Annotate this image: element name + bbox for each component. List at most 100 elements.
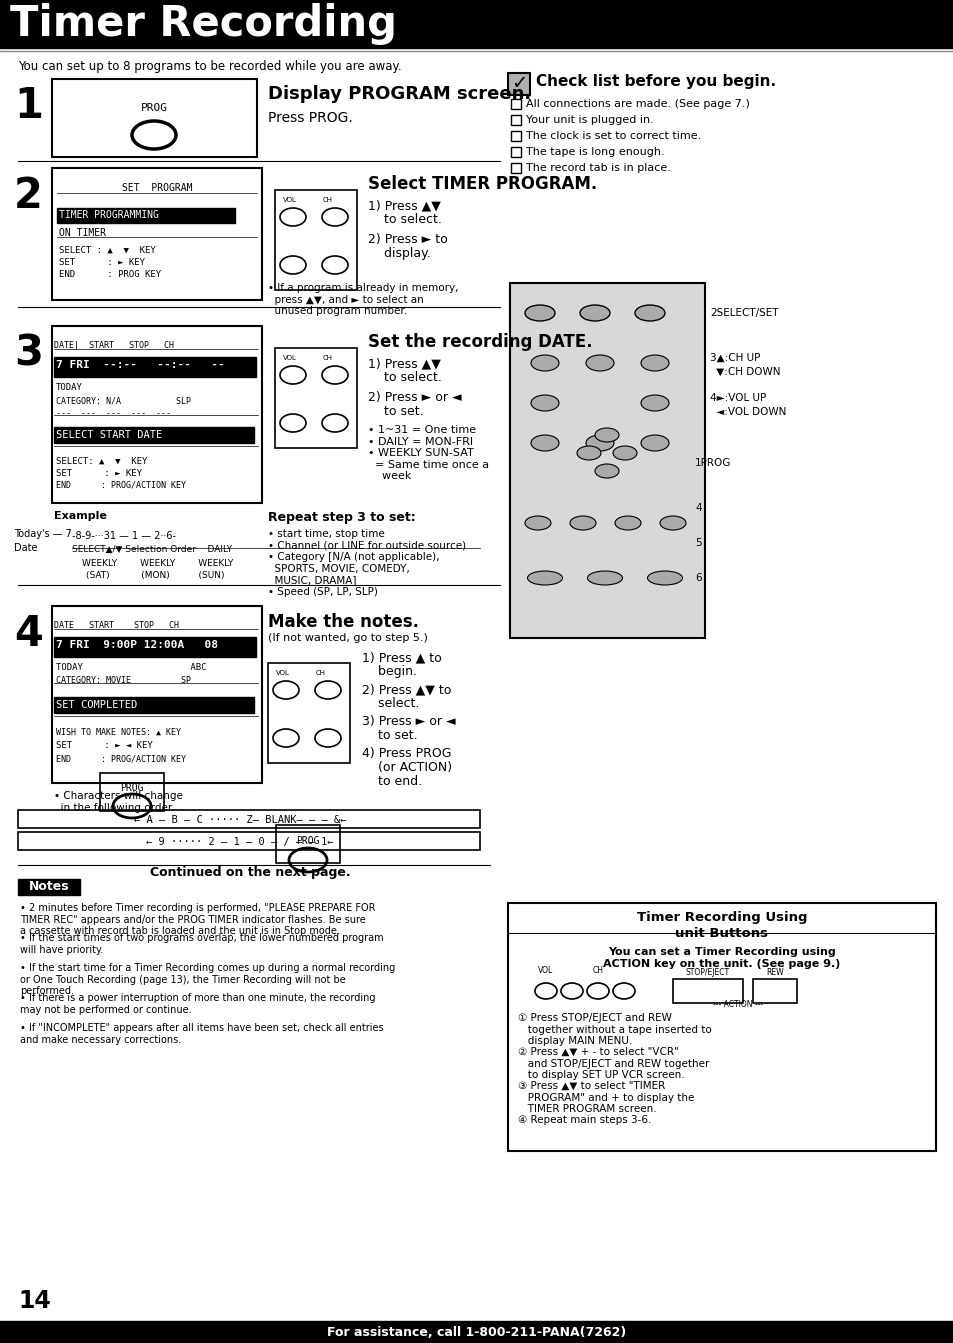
Ellipse shape [615,516,640,530]
Text: • If there is a power interruption of more than one minute, the recording
may no: • If there is a power interruption of mo… [20,992,375,1014]
Text: VOL: VOL [537,966,553,975]
Text: 2) Press ► or ◄: 2) Press ► or ◄ [368,391,461,404]
FancyBboxPatch shape [18,880,80,894]
Text: 4) Press PROG: 4) Press PROG [361,747,451,760]
Text: Press PROG.: Press PROG. [268,111,353,125]
Text: PROG: PROG [140,103,168,113]
Text: ---  ---  ---  ---  ---: --- --- --- --- --- [56,410,171,418]
Text: For assistance, call 1-800-211-PANA(7262): For assistance, call 1-800-211-PANA(7262… [327,1326,626,1339]
Text: • Characters will change
  in the following order.: • Characters will change in the followin… [54,791,183,813]
Text: The record tab is in place.: The record tab is in place. [525,163,670,173]
Text: DATE|  START   STOP   CH: DATE| START STOP CH [54,341,173,351]
Text: • If the start time for a Timer Recording comes up during a normal recording
or : • If the start time for a Timer Recordin… [20,963,395,997]
Text: SELECT▲/▼ Selection Order    DAILY: SELECT▲/▼ Selection Order DAILY [71,545,232,555]
Text: REW: REW [765,968,783,976]
Text: 3: 3 [14,333,43,375]
Text: CH: CH [592,966,603,975]
Ellipse shape [579,305,609,321]
Text: CATEGORY: N/A           SLP: CATEGORY: N/A SLP [56,396,191,406]
FancyBboxPatch shape [54,357,255,377]
Text: Continued on the next page.: Continued on the next page. [150,866,350,880]
FancyBboxPatch shape [54,427,253,443]
Text: ← 9 ····· 2 – 1 – 0 – / – – 1←: ← 9 ····· 2 – 1 – 0 – / – – 1← [146,837,334,847]
Text: VOL: VOL [275,670,290,676]
Text: • If a program is already in memory,
  press ▲▼, and ► to select an
  unused pro: • If a program is already in memory, pre… [268,283,458,316]
Text: 2SELECT/SET: 2SELECT/SET [709,308,778,318]
Ellipse shape [524,516,551,530]
Ellipse shape [635,305,664,321]
Ellipse shape [577,446,600,461]
Text: 2) Press ▲▼ to: 2) Press ▲▼ to [361,684,451,696]
Ellipse shape [640,395,668,411]
Text: You can set up to 8 programs to be recorded while you are away.: You can set up to 8 programs to be recor… [18,60,401,73]
Text: END      : PROG/ACTION KEY: END : PROG/ACTION KEY [56,753,186,763]
Text: END      : PROG/ACTION KEY: END : PROG/ACTION KEY [56,481,186,490]
Ellipse shape [569,516,596,530]
Text: SELECT: ▲  ▼  KEY: SELECT: ▲ ▼ KEY [56,457,147,466]
Text: Your unit is plugged in.: Your unit is plugged in. [525,115,653,125]
Text: Date: Date [14,543,37,553]
Ellipse shape [585,355,614,371]
Text: -8-9-···31 — 1 — 2··6-: -8-9-···31 — 1 — 2··6- [71,530,175,541]
Text: Display PROGRAM screen.: Display PROGRAM screen. [268,85,531,103]
Ellipse shape [640,355,668,371]
Text: TODAY                    ABC: TODAY ABC [56,663,206,672]
Text: 4►:VOL UP: 4►:VOL UP [709,393,765,403]
Text: 2) Press ► to: 2) Press ► to [368,232,447,246]
Text: 1: 1 [14,85,43,128]
Text: Timer Recording Using: Timer Recording Using [636,911,806,924]
Text: SELECT START DATE: SELECT START DATE [56,430,162,441]
Text: (If not wanted, go to step 5.): (If not wanted, go to step 5.) [268,633,428,643]
Text: ① Press STOP/EJECT and REW
   together without a tape inserted to
   display MAI: ① Press STOP/EJECT and REW together with… [517,1013,711,1046]
Text: SET      : ► ◄ KEY: SET : ► ◄ KEY [56,741,152,749]
Text: SET      : ► KEY: SET : ► KEY [59,258,145,267]
Text: DATE   START    STOP   CH: DATE START STOP CH [54,620,179,630]
Text: ③ Press ▲▼ to select "TIMER
   PROGRAM" and + to display the
   TIMER PROGRAM sc: ③ Press ▲▼ to select "TIMER PROGRAM" and… [517,1081,694,1115]
Text: PROG: PROG [296,835,319,846]
FancyBboxPatch shape [510,283,704,638]
Text: 4: 4 [14,612,43,655]
Text: PROG: PROG [120,783,144,792]
Text: SET COMPLETED: SET COMPLETED [56,700,137,710]
Text: All connections are made. (See page 7.): All connections are made. (See page 7.) [525,99,749,109]
Text: Make the notes.: Make the notes. [268,612,418,631]
Text: WISH TO MAKE NOTES: ▲ KEY: WISH TO MAKE NOTES: ▲ KEY [56,728,181,737]
Text: You can set a Timer Recording using
ACTION key on the unit. (See page 9.): You can set a Timer Recording using ACTI… [602,947,840,968]
Text: The tape is long enough.: The tape is long enough. [525,146,664,157]
Text: display.: display. [368,247,431,261]
Text: VOL: VOL [283,197,296,203]
Ellipse shape [647,571,681,586]
Text: 3) Press ► or ◄: 3) Press ► or ◄ [361,714,456,728]
Text: to set.: to set. [361,729,417,741]
Text: CH: CH [323,355,333,361]
Ellipse shape [524,305,555,321]
Text: ▼:CH DOWN: ▼:CH DOWN [712,367,780,377]
Text: TODAY: TODAY [56,383,83,392]
Text: 14: 14 [18,1289,51,1313]
Text: • If the start times of two programs overlap, the lower numbered program
will ha: • If the start times of two programs ove… [20,933,383,955]
Text: Example: Example [54,510,107,521]
Text: 7 FRI  --:--   --:--   --: 7 FRI --:-- --:-- -- [56,360,225,371]
FancyBboxPatch shape [54,637,255,657]
Text: ← A – B – C ····· Z– BLANK– – – &←: ← A – B – C ····· Z– BLANK– – – &← [133,815,346,825]
Text: ② Press ▲▼ + - to select "VCR"
   and STOP/EJECT and REW together
   to display : ② Press ▲▼ + - to select "VCR" and STOP/… [517,1048,709,1080]
Ellipse shape [613,446,637,461]
Text: 3▲:CH UP: 3▲:CH UP [709,353,760,363]
Text: 6: 6 [695,573,700,583]
Ellipse shape [585,435,614,451]
Text: CH: CH [315,670,326,676]
Text: Check list before you begin.: Check list before you begin. [536,74,776,89]
Ellipse shape [531,355,558,371]
Text: SET  PROGRAM: SET PROGRAM [122,183,193,193]
Text: select.: select. [361,697,419,710]
Text: to select.: to select. [368,214,441,226]
FancyBboxPatch shape [0,0,953,48]
FancyBboxPatch shape [0,1322,953,1343]
Text: VOL: VOL [283,355,296,361]
Text: • start time, stop time
• Channel (or LINE for outside source)
• Category [N/A (: • start time, stop time • Channel (or LI… [268,529,466,598]
Text: begin.: begin. [361,665,416,678]
Ellipse shape [595,428,618,442]
Text: 7 FRI  9:00P 12:00A   08: 7 FRI 9:00P 12:00A 08 [56,641,218,650]
Text: to set.: to set. [368,406,423,418]
Text: • 2 minutes before Timer recording is performed, "PLEASE PREPARE FOR
TIMER REC" : • 2 minutes before Timer recording is pe… [20,902,375,936]
